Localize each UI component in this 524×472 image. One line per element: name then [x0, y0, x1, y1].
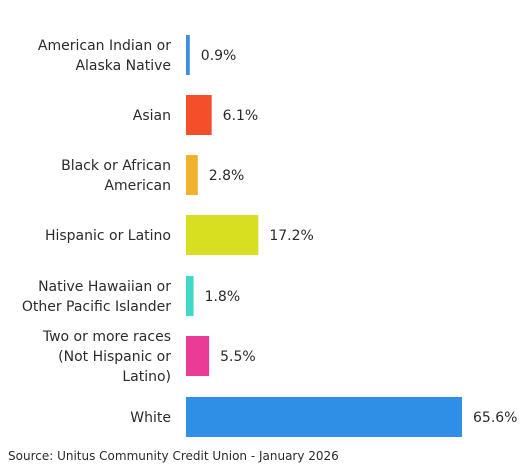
- category-label: American Indian or Alaska Native: [38, 38, 171, 74]
- value-label: 5.5%: [220, 349, 256, 365]
- category-label: Two or more races (Not Hispanic or Latino): [42, 329, 171, 385]
- source-note: Source: Unitus Community Credit Union - …: [8, 449, 339, 463]
- category-label: White: [130, 410, 171, 426]
- bar: [186, 215, 259, 255]
- value-label: 0.9%: [201, 48, 237, 64]
- category-label: Native Hawaiian or Other Pacific Islander: [22, 279, 171, 315]
- bar: [186, 276, 194, 316]
- value-label: 6.1%: [223, 108, 259, 124]
- bar: [186, 397, 462, 437]
- category-label: Asian: [133, 108, 171, 124]
- value-label: 65.6%: [473, 410, 517, 426]
- value-label: 1.8%: [205, 289, 241, 305]
- category-label: Hispanic or Latino: [45, 228, 171, 244]
- bar: [186, 95, 212, 135]
- value-label: 2.8%: [209, 168, 245, 184]
- value-label: 17.2%: [269, 228, 313, 244]
- category-label: Black or African American: [61, 158, 171, 194]
- bar: [186, 155, 198, 195]
- bar: [186, 336, 210, 376]
- bar: [186, 35, 190, 75]
